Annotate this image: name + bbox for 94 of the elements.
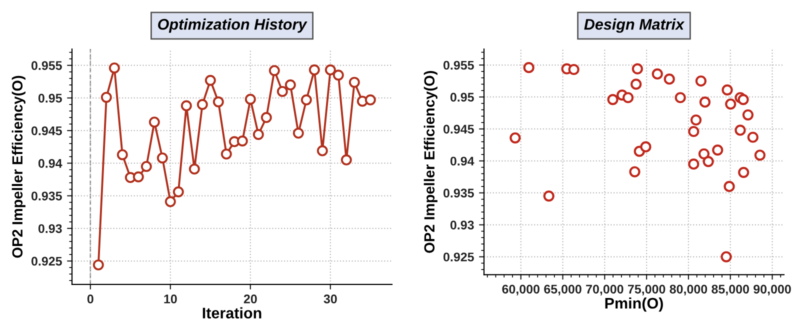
y-tick-label: 0.945 — [443, 124, 474, 134]
y-tick-label: 0.925 — [443, 252, 474, 262]
x-tick-label: 85,000 — [712, 284, 749, 296]
point — [688, 126, 700, 138]
point — [738, 166, 750, 178]
point — [543, 190, 554, 202]
point — [188, 164, 200, 175]
point — [116, 149, 128, 160]
y-tick-label: 0.94 — [450, 156, 474, 166]
point — [292, 128, 304, 139]
point — [172, 186, 184, 198]
point — [640, 141, 652, 152]
point — [156, 152, 168, 164]
y-tick-label: 0.93 — [450, 220, 474, 230]
x-tick-label: 30 — [324, 294, 337, 304]
point — [568, 64, 580, 76]
point — [632, 63, 643, 74]
point — [332, 70, 344, 81]
point — [212, 96, 224, 108]
x-tick-label: 75,000 — [628, 284, 666, 296]
point — [688, 158, 700, 170]
point — [324, 64, 336, 76]
x-tick-label: 65,000 — [544, 284, 582, 296]
point — [196, 98, 208, 110]
y-tick-label: 0.935 — [31, 192, 62, 200]
point — [268, 65, 280, 76]
point — [742, 109, 754, 120]
point — [108, 62, 120, 74]
point — [699, 96, 711, 108]
y-tick-label: 0.93 — [38, 224, 62, 234]
point — [364, 94, 376, 106]
point — [510, 132, 521, 144]
x-tick-label: 70,000 — [586, 284, 624, 296]
point — [720, 251, 732, 262]
point — [92, 259, 104, 270]
point — [140, 160, 152, 172]
point — [220, 148, 232, 160]
x-tick-label: 80,000 — [670, 284, 708, 296]
point — [695, 75, 707, 87]
point — [629, 166, 640, 178]
x-tick-label: 60,000 — [502, 284, 540, 296]
point — [340, 154, 352, 166]
point — [308, 64, 320, 76]
point — [698, 148, 710, 160]
y-tick-label: 0.935 — [443, 188, 474, 198]
y-tick-label: 0.94 — [38, 158, 62, 168]
point — [712, 144, 724, 156]
point — [132, 171, 144, 182]
point — [722, 84, 733, 96]
x-axis-title: Pmin(O) — [605, 297, 663, 312]
chart-title: Design Matrix — [584, 18, 685, 33]
y-axis-title: OP2 Impeller Efficiency(O) — [12, 76, 26, 258]
point — [316, 145, 328, 156]
y-tick-label: 0.95 — [450, 92, 474, 102]
x-tick-label: 10 — [164, 294, 177, 304]
point — [607, 94, 618, 106]
x-axis-title: Iteration — [202, 307, 262, 318]
point — [204, 74, 216, 86]
point — [148, 116, 160, 128]
point — [674, 92, 686, 104]
y-tick-label: 0.955 — [443, 60, 474, 70]
point — [734, 124, 746, 136]
chart-title: Optimization History — [158, 18, 308, 33]
point — [724, 180, 735, 192]
point — [622, 92, 634, 104]
x-tick-label: 0 — [87, 294, 94, 304]
point — [690, 114, 702, 126]
point — [652, 68, 663, 80]
point — [164, 196, 176, 208]
point — [702, 156, 714, 168]
y-tick-label: 0.925 — [31, 256, 62, 266]
point — [523, 62, 534, 74]
point — [630, 78, 642, 90]
point — [236, 136, 248, 146]
x-tick-label: 20 — [244, 294, 257, 304]
point — [738, 94, 749, 106]
point — [244, 94, 256, 105]
point — [300, 94, 312, 106]
point — [725, 98, 736, 110]
point — [348, 76, 360, 88]
point — [252, 129, 264, 140]
point — [747, 132, 758, 143]
point — [260, 112, 272, 124]
point — [284, 79, 296, 90]
point — [100, 92, 112, 103]
point — [664, 74, 675, 85]
point — [276, 86, 288, 97]
point — [754, 150, 766, 161]
point — [180, 100, 192, 112]
y-axis-title: OP2 Impeller Efficiency(O) — [424, 71, 438, 253]
y-tick-label: 0.955 — [31, 61, 62, 70]
y-tick-label: 0.95 — [38, 94, 62, 103]
y-tick-label: 0.945 — [31, 126, 62, 136]
x-tick-label: 90,000 — [754, 284, 791, 296]
